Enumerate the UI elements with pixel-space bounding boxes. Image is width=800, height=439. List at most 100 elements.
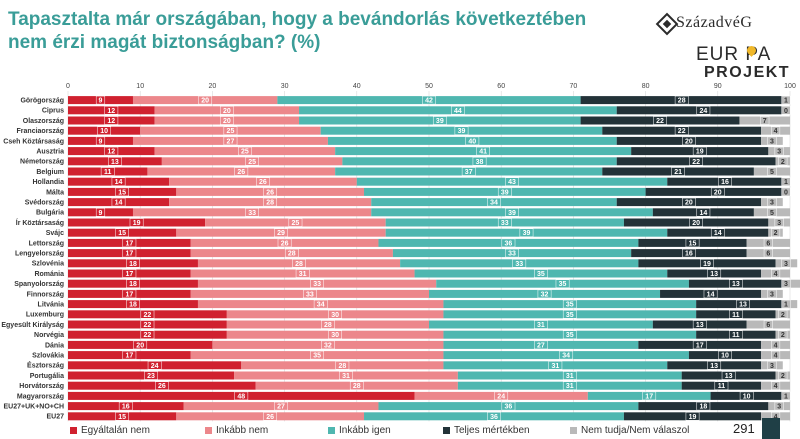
- data-label: 26: [158, 383, 166, 390]
- data-label-box: [767, 208, 777, 217]
- bar-segment: [782, 279, 800, 288]
- data-label-box: [234, 167, 249, 176]
- data-label-box: [763, 248, 773, 258]
- data-label-box: [763, 320, 773, 329]
- data-label: 28: [324, 322, 332, 329]
- x-tick-label: 80: [642, 83, 650, 90]
- data-label: 39: [523, 230, 531, 237]
- data-label: 1: [784, 302, 788, 309]
- category-label: Lengyelország: [15, 251, 64, 258]
- data-label: 0: [784, 108, 788, 115]
- data-label-box: [219, 116, 234, 125]
- data-label: 31: [566, 383, 574, 390]
- data-label-box: [771, 126, 781, 135]
- data-label-box: [692, 146, 707, 156]
- data-label-box: [263, 197, 278, 207]
- data-label-box: [140, 330, 155, 339]
- data-label: 6: [766, 240, 770, 247]
- data-label-box: [781, 177, 791, 186]
- data-label: 35: [559, 281, 567, 288]
- data-label: 33: [306, 291, 314, 298]
- legend-label: Teljes mértékben: [454, 425, 530, 436]
- legend-swatch: [443, 426, 450, 434]
- data-label-box: [555, 279, 570, 288]
- data-label-box: [767, 167, 777, 176]
- x-tick-label: 10: [136, 83, 144, 90]
- chart-legend: Egyáltalán nem Inkább nem Inkább igen Telje…: [0, 422, 800, 439]
- data-label: 48: [237, 393, 245, 400]
- data-label: 15: [118, 414, 126, 421]
- data-label: 40: [468, 138, 476, 145]
- data-label-box: [771, 228, 781, 237]
- data-label-box: [111, 197, 126, 207]
- data-label-box: [451, 106, 465, 115]
- data-label-box: [97, 126, 111, 135]
- category-label: Spanyolország: [14, 281, 64, 288]
- data-label-box: [771, 269, 781, 278]
- data-label-box: [537, 289, 552, 299]
- data-label: 21: [674, 169, 682, 176]
- data-label-box: [313, 299, 328, 309]
- data-label-box: [781, 106, 791, 115]
- legend-label: Nem tudja/Nem válaszol: [581, 425, 690, 436]
- data-label: 18: [129, 281, 137, 288]
- legend-label: Egyáltalán nem: [81, 425, 150, 436]
- data-label-box: [115, 187, 130, 197]
- data-label-box: [562, 330, 577, 339]
- data-label-box: [760, 116, 770, 125]
- category-label: Magyarország: [17, 393, 64, 400]
- data-label: 22: [692, 159, 700, 166]
- data-label: 14: [115, 179, 123, 186]
- data-label: 3: [777, 404, 781, 411]
- data-label: 34: [490, 200, 498, 207]
- category-label: Cseh Köztársaság: [3, 138, 64, 145]
- data-label-box: [696, 208, 711, 217]
- data-label: 35: [566, 302, 574, 309]
- data-label: 13: [725, 373, 733, 380]
- legend-label: Inkább igen: [339, 425, 391, 436]
- data-label-box: [245, 208, 259, 217]
- data-label: 33: [501, 220, 509, 227]
- data-label: 14: [714, 230, 722, 237]
- data-label-box: [104, 106, 119, 115]
- data-label-box: [432, 116, 447, 125]
- data-label: 39: [436, 118, 444, 125]
- data-label-box: [95, 95, 106, 105]
- data-label: 11: [732, 332, 740, 339]
- data-label: 5: [770, 169, 774, 176]
- data-label-box: [562, 381, 577, 390]
- data-label-box: [682, 136, 696, 146]
- data-label-box: [771, 340, 781, 350]
- data-label: 11: [732, 312, 740, 319]
- data-label-box: [718, 350, 732, 360]
- category-label: Norvégia: [34, 332, 64, 339]
- data-label: 14: [699, 210, 707, 217]
- data-label: 12: [107, 118, 115, 125]
- data-label: 16: [721, 179, 729, 186]
- data-label-box: [129, 218, 144, 227]
- data-label-box: [703, 289, 718, 299]
- data-label: 25: [227, 128, 235, 135]
- data-label-box: [548, 361, 563, 370]
- data-label-box: [736, 299, 750, 309]
- data-label-box: [689, 218, 703, 227]
- data-label-box: [328, 330, 342, 339]
- data-label: 18: [129, 302, 137, 309]
- data-label-box: [422, 95, 436, 105]
- data-label-box: [310, 350, 324, 360]
- data-label-box: [707, 269, 722, 278]
- data-label-box: [497, 218, 512, 227]
- category-label: Belgium: [36, 169, 64, 176]
- data-label-box: [707, 361, 722, 370]
- data-label: 10: [100, 128, 108, 135]
- data-label-box: [562, 310, 577, 319]
- data-label: 20: [714, 189, 722, 196]
- data-label-box: [781, 95, 791, 105]
- data-label-box: [767, 361, 777, 370]
- data-label-box: [519, 228, 534, 237]
- data-label-box: [303, 289, 317, 299]
- data-label-box: [310, 279, 324, 288]
- data-label: 17: [125, 353, 133, 360]
- data-label-box: [126, 279, 140, 288]
- data-label-box: [718, 177, 732, 186]
